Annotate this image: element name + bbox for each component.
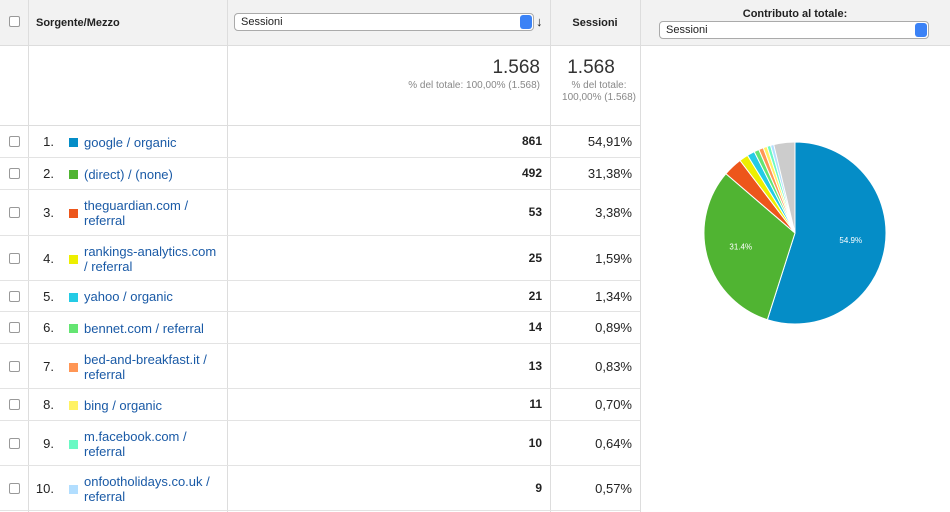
row-source[interactable]: bennet.com / referral (84, 320, 204, 336)
metric-select-text: Sessioni (241, 16, 283, 28)
row-index: 2. (43, 166, 54, 181)
row-percent: 0,89% (595, 320, 632, 335)
row-color (69, 362, 78, 372)
row-color (69, 138, 78, 147)
row-checkbox[interactable] (9, 322, 20, 333)
row-source[interactable]: onfootholidays.co.uk / referral (84, 473, 210, 504)
pie-slice (769, 143, 796, 234)
row-percent: 3,38% (595, 205, 632, 220)
row-percent: 0,70% (595, 397, 632, 412)
row-sessions: 25 (528, 250, 542, 265)
row-border (0, 465, 640, 466)
row-checkbox[interactable] (9, 360, 20, 372)
sort-arrow[interactable]: ↓ (536, 14, 543, 29)
row-border (0, 189, 640, 190)
row-sessions: 14 (528, 320, 542, 334)
row-color (69, 254, 78, 264)
sessions-header: Sessioni (550, 17, 640, 29)
row-sessions: 13 (528, 358, 542, 373)
col-divider (640, 0, 641, 512)
source-header: Sorgente/Mezzo (36, 17, 120, 29)
total-sessions-2: 1.568 (567, 57, 615, 78)
select-arrow (915, 23, 927, 37)
row-index: 8. (43, 397, 54, 412)
row-source[interactable]: bed-and-breakfast.it / referral (84, 351, 207, 382)
row-percent: 31,38% (587, 166, 632, 181)
row-checkbox[interactable] (9, 482, 20, 494)
row-sessions: 9 (535, 480, 542, 495)
pie-chart: 54.9% 31.4% (703, 141, 887, 325)
total-sessions: 1.568 (492, 57, 540, 78)
row-source[interactable]: google / organic (84, 134, 177, 150)
row-percent: 0,83% (595, 358, 632, 374)
row-percent: 1,59% (595, 250, 632, 266)
totals-row (0, 46, 640, 126)
row-index: 9. (43, 435, 54, 451)
contribution-header: Contributo al totale: (640, 8, 950, 20)
row-color (69, 324, 78, 333)
col-divider (227, 0, 228, 512)
row-color (69, 484, 78, 494)
row-border (0, 388, 640, 389)
row-source[interactable]: (direct) / (none) (84, 166, 173, 182)
row-source[interactable]: m.facebook.com / referral (84, 428, 187, 459)
contribution-select[interactable]: Sessioni (659, 21, 929, 39)
row-checkbox[interactable] (9, 290, 20, 302)
row-border (0, 343, 640, 344)
row-source[interactable]: yahoo / organic (84, 289, 173, 304)
row-checkbox[interactable] (9, 136, 20, 147)
select-all-checkbox[interactable] (9, 16, 20, 27)
row-checkbox[interactable] (9, 437, 20, 449)
row-index: 3. (43, 205, 54, 220)
select-arrow (520, 15, 532, 29)
row-source[interactable]: rankings-analytics.com / referral (84, 243, 217, 274)
row-color (69, 401, 78, 410)
row-index: 7. (43, 358, 54, 374)
row-percent: 54,91% (587, 134, 632, 149)
row-border (0, 157, 640, 158)
row-sessions: 53 (528, 205, 542, 219)
row-sessions: 11 (529, 397, 542, 411)
metric-select[interactable]: Sessioni (234, 13, 534, 31)
row-color (69, 209, 78, 218)
row-checkbox[interactable] (9, 207, 20, 218)
total-note: % del totale: 100,00% (1.568) (408, 80, 540, 91)
row-source[interactable]: theguardian.com / referral (84, 198, 189, 228)
row-sessions: 10 (528, 435, 542, 450)
row-border (0, 280, 640, 281)
row-border (0, 510, 640, 511)
row-source[interactable]: bing / organic (84, 397, 163, 413)
pie-slice (703, 173, 796, 321)
col-divider (28, 0, 29, 512)
row-index: 6. (43, 320, 54, 335)
total-note-2: % del totale: 100,00% (1.568) (562, 80, 636, 103)
pie-label: 31.4% (729, 243, 752, 252)
col-divider (550, 0, 551, 512)
row-percent: 0,57% (595, 480, 632, 496)
row-sessions: 492 (521, 166, 542, 180)
row-color (69, 170, 78, 179)
row-sessions: 861 (521, 134, 542, 148)
row-color (69, 292, 78, 302)
contribution-select-text: Sessioni (666, 24, 708, 36)
row-border (0, 420, 640, 421)
row-index: 5. (43, 288, 54, 304)
row-sessions: 21 (528, 288, 542, 303)
row-index: 10. (35, 480, 54, 496)
row-percent: 0,64% (595, 435, 632, 451)
row-color (69, 439, 78, 449)
row-checkbox[interactable] (9, 168, 20, 179)
row-index: 1. (43, 134, 54, 149)
row-percent: 1,34% (595, 288, 632, 304)
row-index: 4. (43, 250, 54, 266)
pie-slice (766, 141, 887, 325)
row-checkbox[interactable] (9, 252, 20, 264)
row-checkbox[interactable] (9, 399, 20, 410)
row-border (0, 235, 640, 236)
pie-label: 54.9% (839, 236, 862, 245)
row-border (0, 311, 640, 312)
